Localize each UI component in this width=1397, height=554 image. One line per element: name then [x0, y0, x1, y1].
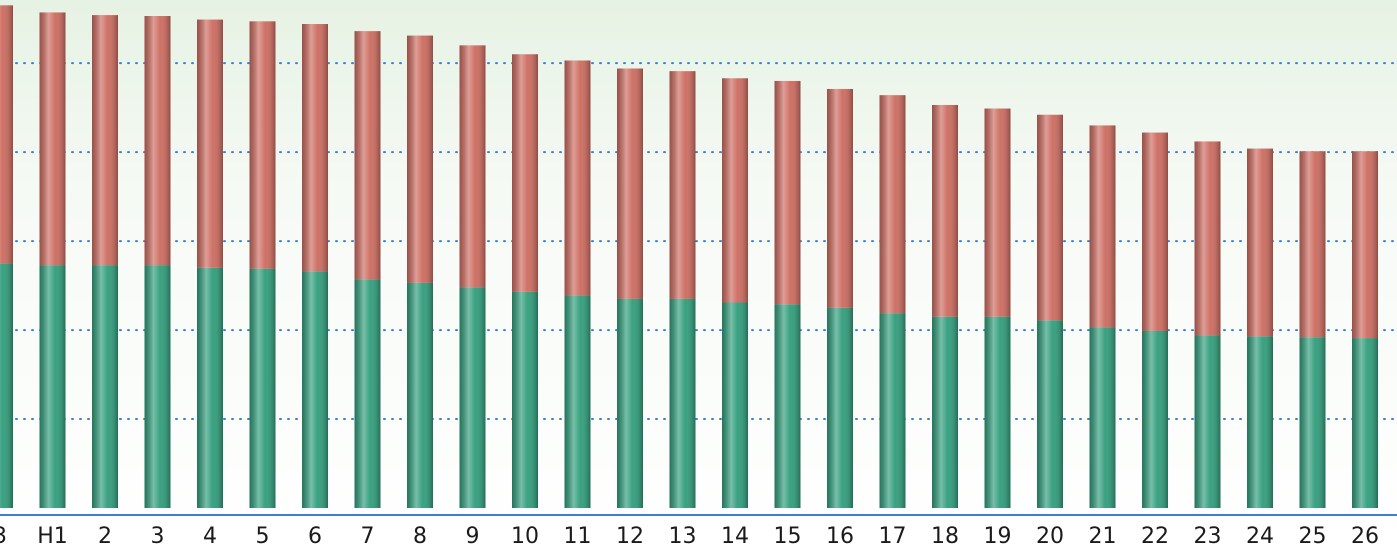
x-tick-label: 5 [256, 524, 270, 549]
x-tick-label: 2 [98, 524, 112, 549]
bar-shine [564, 60, 591, 508]
x-tick-label: 24 [1246, 524, 1274, 549]
x-tick-label: 22 [1141, 524, 1169, 549]
bar-shine [1247, 148, 1273, 508]
bar-shine [774, 80, 801, 508]
x-labels: 3H12345678910111213141516171819202122232… [0, 524, 1379, 549]
x-tick-label: 3 [151, 524, 165, 549]
x-tick-label: 21 [1089, 524, 1117, 549]
bar-shine [302, 24, 328, 508]
bar-shine [1089, 125, 1116, 508]
x-tick-label: 11 [564, 524, 592, 549]
x-tick-label: 9 [466, 524, 480, 549]
x-tick-label: 4 [203, 524, 217, 549]
x-tick-label: 16 [826, 524, 854, 549]
x-tick-label: 10 [511, 524, 539, 549]
x-tick-label: 19 [984, 524, 1012, 549]
x-tick-label: 6 [308, 524, 322, 549]
bar-shine [669, 71, 696, 509]
bar-shine [92, 15, 118, 509]
bar-shine [984, 108, 1011, 509]
bar-shine [879, 95, 906, 508]
x-tick-label: 3 [0, 524, 7, 549]
bar-shine [39, 12, 66, 508]
bar-shine [1142, 132, 1168, 508]
bar-shine [512, 54, 538, 508]
x-tick-label: 15 [774, 524, 802, 549]
bar-shine [1194, 141, 1221, 508]
bar-shine [144, 16, 171, 509]
x-tick-label: 26 [1351, 524, 1379, 549]
bar-shine [722, 78, 748, 509]
bar-shine [249, 21, 276, 508]
bar-shine [1299, 151, 1326, 508]
bar-shine [932, 104, 958, 508]
bar-shine [0, 5, 13, 508]
x-tick-label: 17 [879, 524, 907, 549]
bar-shine [459, 45, 486, 509]
bar-shine [1352, 151, 1378, 508]
bar-shine [197, 19, 223, 508]
x-tick-label: 20 [1036, 524, 1064, 549]
x-tick-label: 12 [616, 524, 644, 549]
x-tick-label: 25 [1299, 524, 1327, 549]
bar-shine [407, 35, 433, 508]
x-tick-label: 23 [1194, 524, 1222, 549]
bars [0, 5, 1378, 509]
bar-shine [617, 68, 643, 508]
bar-shine [354, 31, 381, 508]
x-tick-label: 14 [721, 524, 749, 549]
x-tick-label: 8 [413, 524, 427, 549]
bar-shine [827, 88, 853, 508]
x-tick-label: 13 [669, 524, 697, 549]
x-tick-label: 18 [931, 524, 959, 549]
x-tick-label: H1 [37, 524, 68, 549]
x-tick-label: 7 [361, 524, 375, 549]
grid [0, 62, 1397, 421]
bar-shine [1037, 114, 1063, 508]
